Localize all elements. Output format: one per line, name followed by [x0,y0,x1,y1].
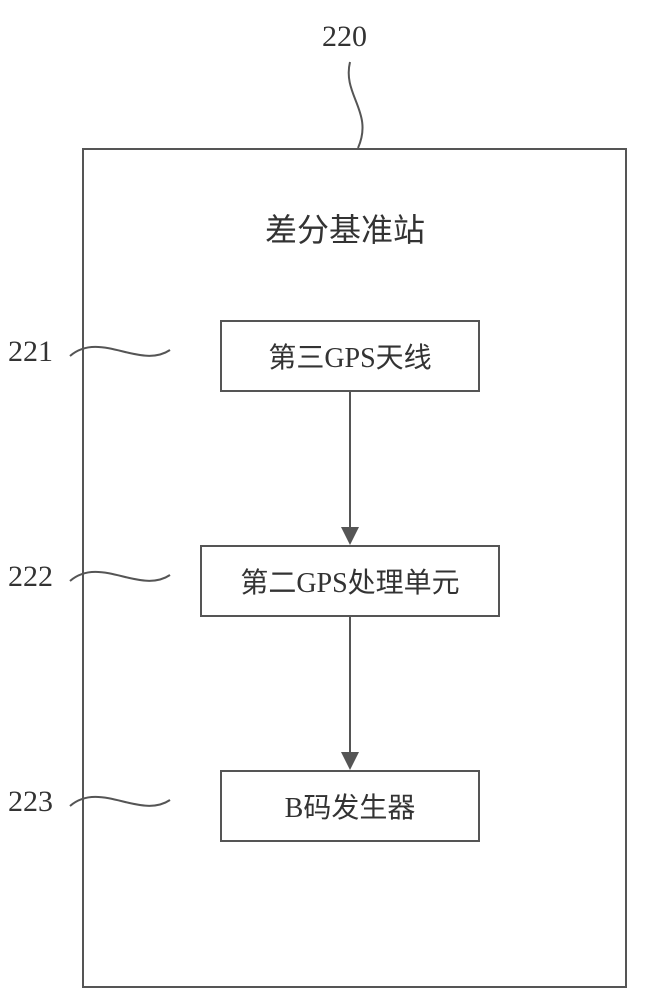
diagram-canvas: 220 差分基准站 第三GPS天线 221 第二GPS处理单元 222 B码发生… [0,0,657,1000]
leader-path [70,797,170,806]
node-leader-223 [0,0,657,1000]
